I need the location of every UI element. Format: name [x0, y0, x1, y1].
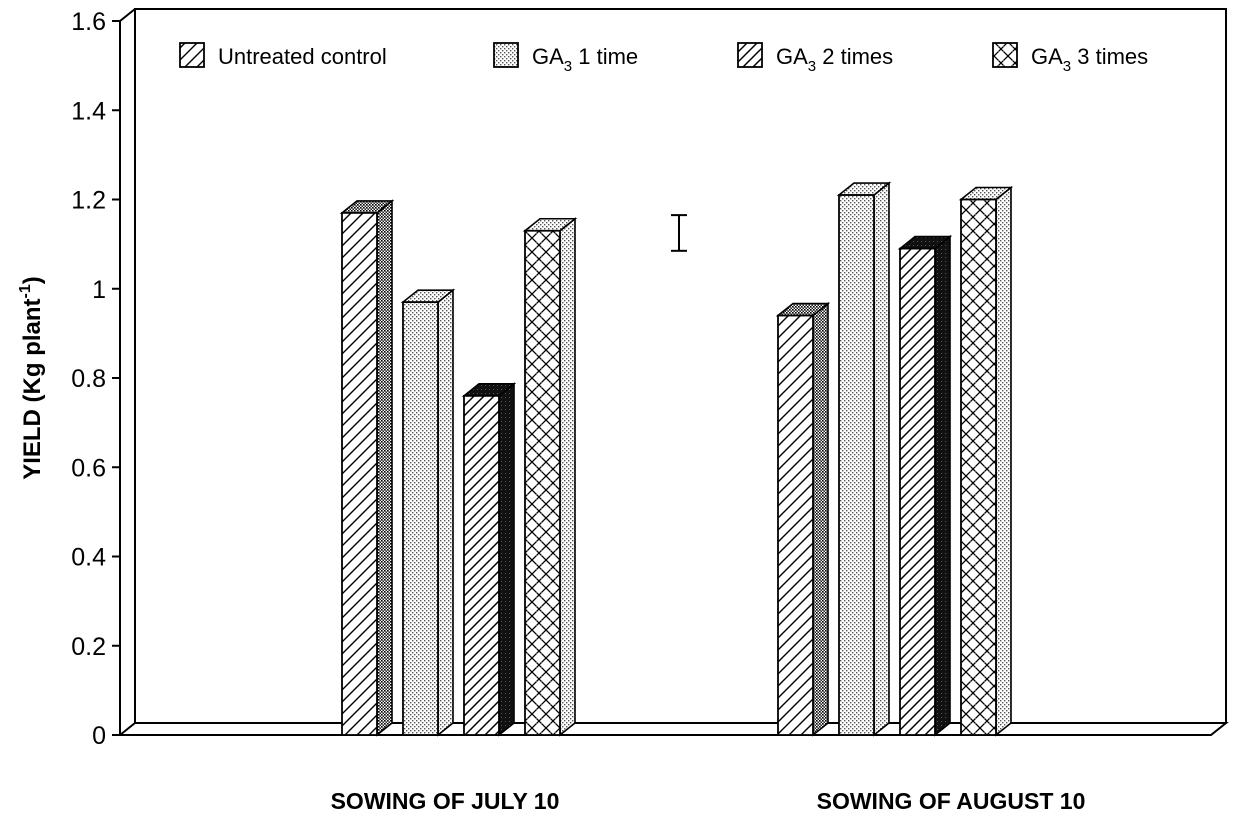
y-tick-label: 1.2: [71, 187, 106, 215]
bar-front: [838, 194, 875, 736]
bar-front: [899, 247, 936, 736]
y-tick-label: 0.4: [71, 544, 106, 572]
y-tick-label: 1: [92, 276, 106, 304]
y-tick-label: 1.6: [71, 8, 106, 36]
bar-front: [524, 229, 561, 736]
legend-label: GA3 3 times: [1031, 44, 1148, 75]
y-axis-top-edge: [119, 8, 136, 22]
bar-side: [376, 199, 393, 737]
bar: [836, 181, 892, 737]
bar-side: [995, 185, 1012, 737]
bar: [400, 288, 456, 737]
bar-front: [402, 301, 439, 736]
y-axis-label: YIELD (Kg plant-1): [17, 276, 46, 480]
bar-front: [463, 394, 500, 736]
bars-group: [339, 181, 1014, 737]
bar-side: [559, 217, 576, 737]
legend-swatch: [179, 42, 205, 68]
bar: [339, 199, 395, 737]
y-tick-label: 1.4: [71, 97, 106, 125]
y-tick-label: 0.6: [71, 454, 106, 482]
y-axis: 0 0.2 0.4 0.6 0.8 1 1.2 1.4 1.6: [71, 8, 120, 750]
y-tick-label: 0: [92, 722, 106, 750]
y-tick-label: 0.2: [71, 633, 106, 661]
legend-label: GA3 1 time: [532, 44, 638, 75]
chart-floor: [117, 722, 1229, 736]
bar: [775, 301, 831, 737]
legend-item: GA3 3 times: [992, 42, 1148, 75]
chart-back-wall: [134, 8, 1227, 724]
bar-side: [934, 234, 951, 737]
bar-side: [498, 382, 515, 737]
bar-side: [437, 288, 454, 737]
category-label: SOWING OF JULY 10: [331, 788, 560, 814]
legend-swatch: [493, 42, 519, 68]
bar-front: [960, 198, 997, 736]
legend-label: GA3 2 times: [776, 44, 893, 75]
chart-frame: [117, 8, 1229, 736]
legend-swatch: [737, 42, 763, 68]
error-bar: [671, 214, 687, 252]
legend-label: Untreated control: [218, 44, 387, 69]
bar: [958, 185, 1014, 737]
bar: [897, 234, 953, 737]
legend-item: GA3 2 times: [737, 42, 893, 75]
bar-front: [341, 211, 378, 736]
category-labels: SOWING OF JULY 10 SOWING OF AUGUST 10: [331, 788, 1086, 814]
y-tick-label: 0.8: [71, 365, 106, 393]
legend-item: GA3 1 time: [493, 42, 638, 75]
legend: Untreated control GA3 1 time GA3 2 times GA…: [179, 42, 1148, 75]
category-label: SOWING OF AUGUST 10: [817, 788, 1086, 814]
bar-front: [777, 314, 814, 736]
bar-side: [812, 301, 829, 737]
bar: [522, 217, 578, 737]
bar: [461, 382, 517, 737]
legend-swatch: [992, 42, 1018, 68]
legend-item: Untreated control: [179, 42, 387, 69]
bar-side: [873, 181, 890, 737]
